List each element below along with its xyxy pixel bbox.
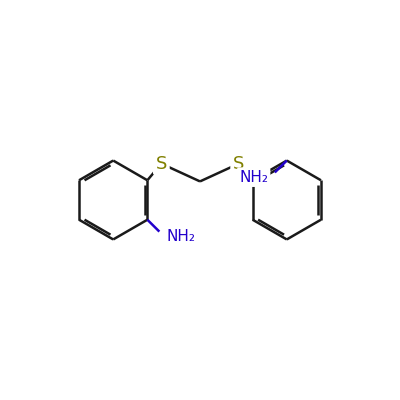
Text: S: S <box>233 155 244 173</box>
Text: NH₂: NH₂ <box>239 170 268 185</box>
Text: NH₂: NH₂ <box>166 229 195 244</box>
Text: S: S <box>156 155 167 173</box>
